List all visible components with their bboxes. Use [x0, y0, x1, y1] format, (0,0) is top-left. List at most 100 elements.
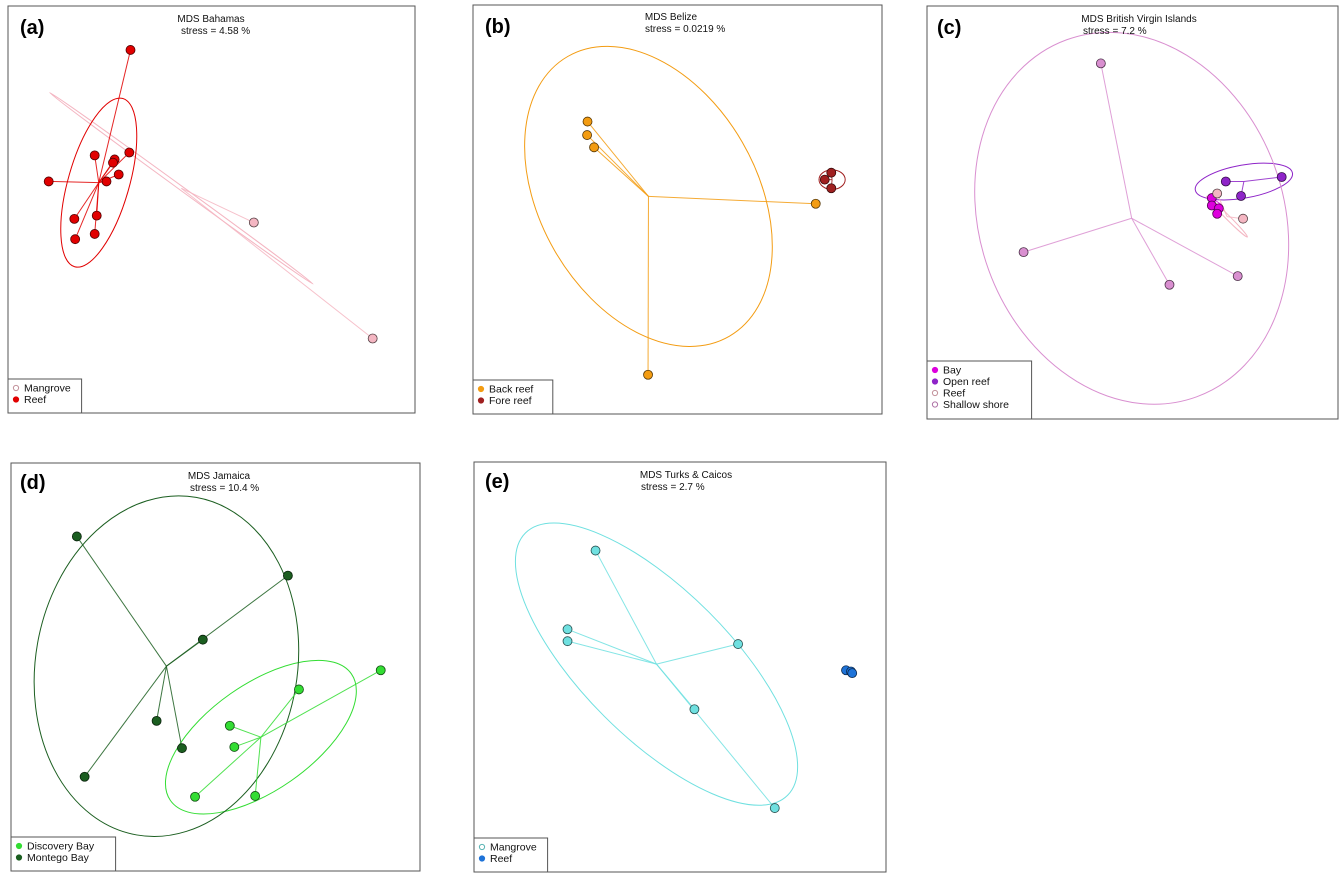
point-fore-reef-0	[826, 167, 837, 178]
legend-box	[10, 836, 117, 872]
point-fore-reef-1	[819, 174, 830, 185]
panel-d: (d) MDS Jamaica stress = 10.4 % Discover…	[10, 462, 421, 872]
spider-line-discovery-bay-0	[260, 669, 381, 738]
point-reef-9	[91, 210, 102, 221]
point-reef-1	[1238, 213, 1248, 224]
point-mangrove-1	[367, 333, 378, 344]
spider-line-mangrove-1	[181, 187, 373, 339]
legend-swatch-mangrove	[478, 843, 486, 851]
point-montego-bay-1	[282, 570, 293, 581]
point-shallow-shore-2	[1164, 279, 1175, 290]
point-open-reef-0	[1220, 176, 1231, 187]
legend-label-fore-reef: Fore reef	[489, 395, 532, 407]
legend-label-reef: Reef	[490, 853, 512, 865]
point-open-reef-1	[1276, 172, 1287, 182]
point-open-reef-2	[1236, 191, 1246, 201]
panel-label: (c)	[937, 17, 961, 39]
panel-b: (b) MDS Belize stress = 0.0219 % Back re…	[472, 4, 883, 415]
legend-swatch-fore-reef	[477, 397, 485, 404]
ellipse-shallow-shore	[974, 31, 1290, 405]
point-mangrove-3	[733, 639, 743, 649]
spider-line-discovery-bay-5	[254, 737, 262, 796]
spider-line-mangrove-0	[595, 550, 657, 665]
spider-line-discovery-bay-1	[260, 689, 300, 738]
plot-marks	[33, 495, 386, 837]
plot-marks	[43, 45, 378, 344]
point-shallow-shore-3	[1232, 271, 1243, 282]
chart-subtitle: stress = 10.4 %	[190, 483, 259, 494]
chart-title: MDS British Virgin Islands	[1081, 14, 1196, 25]
legend-label-open-reef: Open reef	[943, 376, 990, 388]
spider-line-reef-5	[48, 180, 99, 184]
spider-line-mangrove-5	[656, 663, 776, 809]
point-shallow-shore-1	[1018, 247, 1029, 258]
legend-label-back-reef: Back reef	[489, 384, 533, 396]
point-montego-bay-0	[71, 531, 82, 542]
point-back-reef-3	[810, 198, 821, 209]
point-bay-3	[1212, 208, 1223, 219]
ellipse-open-reef	[1194, 162, 1294, 201]
point-montego-bay-3	[151, 715, 162, 726]
point-discovery-bay-5	[250, 791, 261, 801]
point-reef-2	[847, 668, 858, 679]
plot-frame	[10, 462, 421, 872]
point-discovery-bay-4	[190, 791, 200, 802]
point-discovery-bay-1	[294, 684, 304, 695]
point-reef-1	[89, 150, 100, 161]
point-back-reef-4	[643, 369, 653, 380]
spider-line-reef-0	[98, 49, 131, 183]
plot-frame	[473, 461, 887, 873]
legend-swatch-reef	[931, 389, 939, 397]
plot-frame	[926, 5, 1339, 420]
legend-swatch-open-reef	[931, 378, 939, 385]
chart-subtitle: stress = 2.7 %	[641, 482, 705, 493]
point-reef-11	[70, 234, 81, 245]
plot-marks	[524, 45, 846, 380]
point-montego-bay-5	[79, 771, 90, 782]
legend-label-discovery-bay: Discovery Bay	[27, 841, 95, 853]
spider-line-shallow-shore-0	[1100, 63, 1133, 219]
point-discovery-bay-2	[224, 720, 235, 731]
ellipse-reef	[1206, 195, 1248, 238]
point-mangrove-1	[562, 624, 573, 635]
point-mangrove-4	[689, 704, 700, 715]
point-reef-0	[125, 45, 136, 55]
spider-line-back-reef-3	[648, 195, 816, 205]
point-back-reef-2	[589, 142, 599, 153]
spider-line-reef-10	[94, 182, 100, 234]
legend-swatch-back-reef	[477, 385, 485, 393]
legend-box	[926, 360, 1033, 420]
point-reef-6	[101, 176, 112, 187]
spider-line-back-reef-0	[587, 121, 649, 197]
panel-label: (b)	[485, 16, 511, 38]
panel-label: (a)	[20, 17, 44, 39]
point-mangrove-5	[769, 803, 780, 813]
chart-title: MDS Belize	[645, 12, 698, 23]
chart-subtitle: stress = 4.58 %	[181, 26, 250, 37]
legend-box	[7, 378, 83, 414]
spider-line-montego-bay-2	[166, 639, 204, 667]
legend-label-reef: Reef	[943, 388, 965, 400]
spider-line-mangrove-1	[567, 628, 657, 665]
point-shallow-shore-0	[1095, 58, 1106, 69]
panel-a: (a) MDS Bahamas stress = 4.58 % Mangrove…	[7, 5, 416, 414]
legend-swatch-reef	[478, 855, 486, 862]
point-reef-4	[124, 147, 135, 158]
spider-line-back-reef-2	[593, 146, 649, 197]
panel-e: (e) MDS Turks & Caicos stress = 2.7 % Ma…	[473, 461, 887, 873]
ellipse-mangrove	[49, 92, 314, 285]
spider-line-mangrove-0	[181, 187, 255, 223]
point-mangrove-0	[590, 545, 601, 556]
legend-label-reef: Reef	[24, 394, 46, 406]
spider-line-montego-bay-3	[156, 666, 167, 721]
spider-line-reef-11	[74, 182, 100, 240]
point-reef-0	[1212, 188, 1223, 199]
legend-swatch-discovery-bay	[15, 842, 23, 850]
spider-line-montego-bay-0	[76, 536, 167, 667]
chart-title: MDS Turks & Caicos	[640, 470, 732, 481]
spider-line-mangrove-3	[656, 643, 739, 665]
